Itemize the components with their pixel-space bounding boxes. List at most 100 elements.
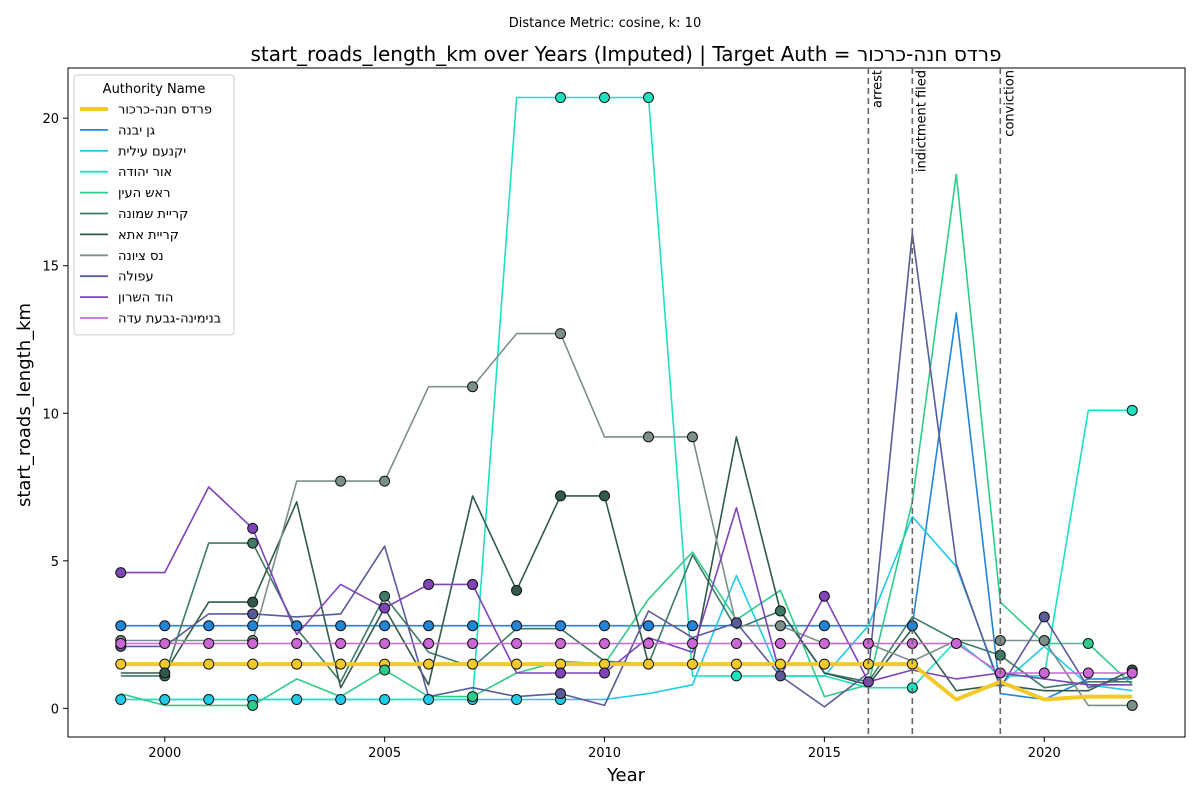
data-point	[730, 637, 742, 649]
data-point	[1082, 667, 1094, 679]
chart-title: start_roads_length_km over Years (Impute…	[250, 42, 1001, 66]
x-tick-label: 2020	[1028, 746, 1061, 761]
data-point	[555, 637, 567, 649]
data-point	[115, 567, 127, 579]
data-point	[423, 637, 435, 649]
legend-box	[73, 74, 235, 336]
data-point	[730, 617, 742, 629]
x-tick-label: 2010	[588, 746, 621, 761]
data-point	[115, 694, 127, 706]
data-point	[203, 658, 215, 670]
legend-entry: נס ציונה	[118, 249, 164, 264]
series-line-9	[120, 486, 1133, 686]
y-tick-label: 5	[51, 555, 59, 570]
data-point	[159, 620, 171, 632]
data-point	[247, 608, 259, 620]
data-point	[642, 620, 654, 632]
data-point	[642, 431, 654, 443]
legend-entry: בנימינה-גבעת עדה	[118, 312, 221, 327]
data-point	[379, 620, 391, 632]
data-point	[642, 658, 654, 670]
data-point	[1038, 635, 1050, 647]
data-point	[203, 620, 215, 632]
data-point	[247, 699, 259, 711]
legend-entry: קריית אתא	[118, 228, 179, 243]
y-tick-label: 0	[51, 702, 59, 717]
data-point	[1082, 637, 1094, 649]
data-point	[159, 637, 171, 649]
data-point	[774, 605, 786, 617]
data-point	[818, 590, 830, 602]
legend-entry: עפולה	[118, 270, 154, 285]
data-point	[203, 694, 215, 706]
series-line-0	[120, 662, 1133, 702]
data-point	[247, 522, 259, 534]
data-point	[1126, 699, 1138, 711]
series-line-6	[120, 436, 1133, 692]
data-point	[335, 694, 347, 706]
data-point	[511, 637, 523, 649]
series-line-4	[120, 173, 1133, 707]
data-point	[950, 637, 962, 649]
legend-entry: הוד השרון	[118, 291, 173, 306]
data-point	[555, 620, 567, 632]
data-point	[818, 658, 830, 670]
data-point	[247, 537, 259, 549]
data-point	[379, 664, 391, 676]
data-point	[467, 578, 479, 590]
data-point	[555, 490, 567, 502]
data-point	[686, 658, 698, 670]
data-point	[247, 620, 259, 632]
data-point	[1126, 404, 1138, 416]
series-line-1	[120, 312, 1133, 701]
x-axis-label: Year	[606, 765, 646, 786]
event-label: arrest	[870, 70, 885, 108]
legend: Authority Name פרדס חנה-כרכור גן יבנה יקנעם…	[73, 74, 235, 336]
data-point	[423, 658, 435, 670]
data-point	[159, 694, 171, 706]
data-point	[379, 602, 391, 614]
data-point	[774, 658, 786, 670]
plot-area: 2000 2005 2010 2015 2020 0 5 10 15 20 arrest indict…	[42, 67, 1186, 761]
data-point	[686, 431, 698, 443]
series-line-2	[120, 515, 1133, 701]
data-point	[555, 328, 567, 340]
data-point	[291, 620, 303, 632]
data-point	[423, 694, 435, 706]
data-point	[379, 694, 391, 706]
data-point	[1126, 667, 1138, 679]
data-point	[1038, 611, 1050, 623]
data-point	[247, 596, 259, 608]
data-point	[335, 475, 347, 487]
data-point	[423, 620, 435, 632]
data-point	[511, 694, 523, 706]
data-point	[730, 670, 742, 682]
data-point	[730, 658, 742, 670]
data-point	[599, 490, 611, 502]
series-line-10	[120, 642, 1133, 674]
data-point	[115, 658, 127, 670]
legend-entry: יקנעם עילית	[118, 144, 186, 159]
data-point	[511, 620, 523, 632]
data-point	[379, 637, 391, 649]
data-point	[555, 667, 567, 679]
data-point	[599, 637, 611, 649]
legend-entry: ראש העין	[118, 186, 170, 201]
x-tick-label: 2005	[368, 746, 401, 761]
data-point	[1038, 667, 1050, 679]
data-point	[467, 658, 479, 670]
legend-entry: אור יהודה	[118, 165, 172, 180]
data-point	[379, 590, 391, 602]
y-tick-label: 20	[42, 112, 59, 127]
data-point	[115, 637, 127, 649]
data-point	[686, 620, 698, 632]
data-point	[599, 92, 611, 104]
event-label: conviction	[1002, 70, 1017, 137]
data-point	[555, 92, 567, 104]
data-point	[599, 667, 611, 679]
data-point	[291, 694, 303, 706]
legend-entry: גן יבנה	[118, 123, 155, 138]
data-point	[774, 637, 786, 649]
